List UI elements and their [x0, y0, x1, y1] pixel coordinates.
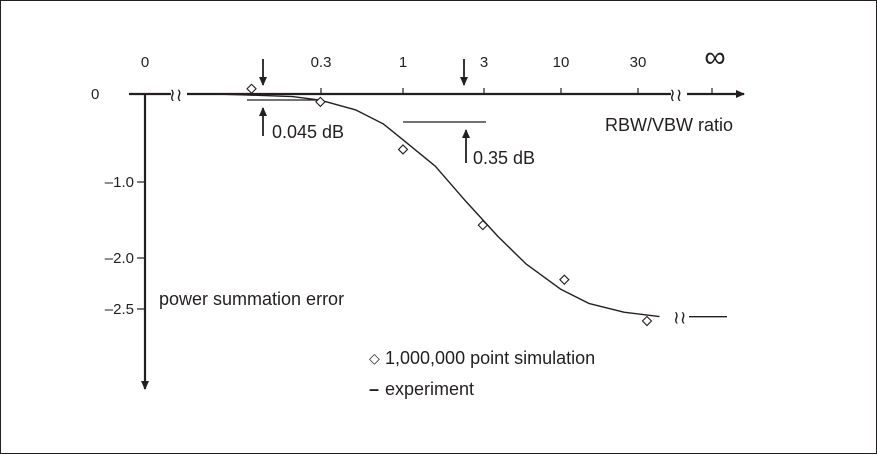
series-experiment: ≀≀ — [187, 93, 727, 328]
x-tick-label-3: 3 — [480, 54, 488, 71]
simulation-point-3 — [477, 219, 489, 231]
axis-break-left: ≀≀ — [169, 85, 183, 105]
legend-marker-experiment: – — [369, 379, 379, 399]
curve-break: ≀≀ — [673, 308, 687, 328]
axis-break-mask-left — [171, 86, 187, 102]
simulation-point-4 — [559, 274, 570, 285]
legend-label-simulation: 1,000,000 point simulation — [385, 348, 595, 368]
simulation-point-2 — [397, 144, 409, 155]
x-tick-label-0: 0 — [141, 54, 149, 71]
x-tick-label-30: 30 — [630, 54, 647, 71]
axis-break-mask-right — [671, 86, 687, 102]
y-tick-label-minus-2.0: –2.0 — [105, 250, 134, 267]
simulation-point-5 — [641, 315, 653, 327]
x-tick-label-10: 10 — [553, 54, 570, 71]
x-tick-label-infinity: ∞ — [704, 41, 725, 74]
experiment-curve — [187, 93, 660, 318]
y-tick-label-minus-1.0: –1.0 — [105, 174, 134, 191]
simulation-point-0 — [246, 83, 257, 94]
legend-label-experiment: experiment — [385, 379, 474, 399]
axis-break-right: ≀≀ — [669, 85, 683, 105]
x-axis-title: RBW/VBW ratio — [605, 115, 733, 135]
y-axis-title: power summation error — [159, 289, 344, 309]
series-simulation — [246, 83, 653, 327]
annotation-035-label: 0.35 dB — [473, 148, 535, 168]
x-tick-label-1: 1 — [399, 54, 407, 71]
y-tick-label-0: 0 — [91, 86, 99, 103]
legend-marker-simulation: ◇ — [369, 350, 380, 366]
annotation-0045-label: 0.045 dB — [272, 122, 344, 142]
x-tick-label-0.3: 0.3 — [311, 54, 332, 71]
y-tick-label-minus-2.5: –2.5 — [105, 301, 134, 318]
simulation-point-1 — [315, 96, 326, 108]
